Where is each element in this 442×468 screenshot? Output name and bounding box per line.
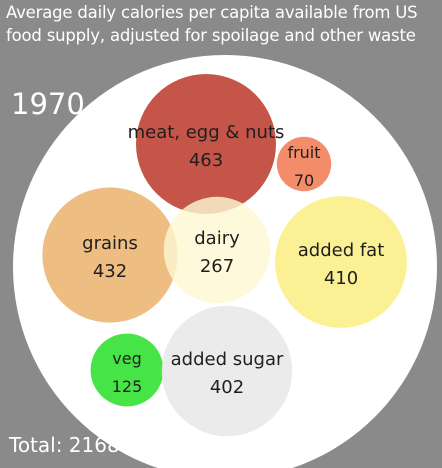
bubble-veg [90, 333, 164, 407]
bubble-dairy [163, 196, 271, 304]
bubble-value-veg: 125 [112, 377, 143, 396]
bubble-fruit [276, 136, 332, 192]
bubble-label-grains: grains [82, 233, 138, 254]
bubble-value-added-sugar: 402 [210, 377, 244, 398]
chart-title-line-2: food supply, adjusted for spoilage and o… [6, 26, 416, 45]
bubbles-group: meat, egg & nuts 463 fruit 70 grains 432 dairy… [42, 74, 407, 437]
total-label: Total: 2168 [9, 433, 120, 457]
bubble-value-fruit: 70 [294, 171, 314, 190]
bubble-added-sugar [161, 305, 293, 437]
bubble-value-meat-egg-and-nuts: 463 [189, 150, 223, 171]
bubble-label-veg: veg [112, 349, 141, 368]
bubble-grains [42, 187, 178, 323]
bubble-label-dairy: dairy [194, 228, 240, 249]
bubble-meat-egg-and-nuts [136, 74, 276, 214]
year-label: 1970 [11, 87, 85, 121]
bubble-value-added-fat: 410 [324, 268, 358, 289]
bubble-value-grains: 432 [93, 261, 127, 282]
bubble-value-dairy: 267 [200, 256, 234, 277]
bubble-label-meat-egg-and-nuts: meat, egg & nuts [128, 122, 285, 143]
chart-title-line-1: Average daily calories per capita availa… [6, 3, 418, 22]
bubble-label-fruit: fruit [287, 143, 320, 162]
bubble-label-added-fat: added fat [298, 240, 385, 261]
bubble-label-added-sugar: added sugar [171, 349, 284, 370]
bubble-added-fat [275, 196, 407, 328]
